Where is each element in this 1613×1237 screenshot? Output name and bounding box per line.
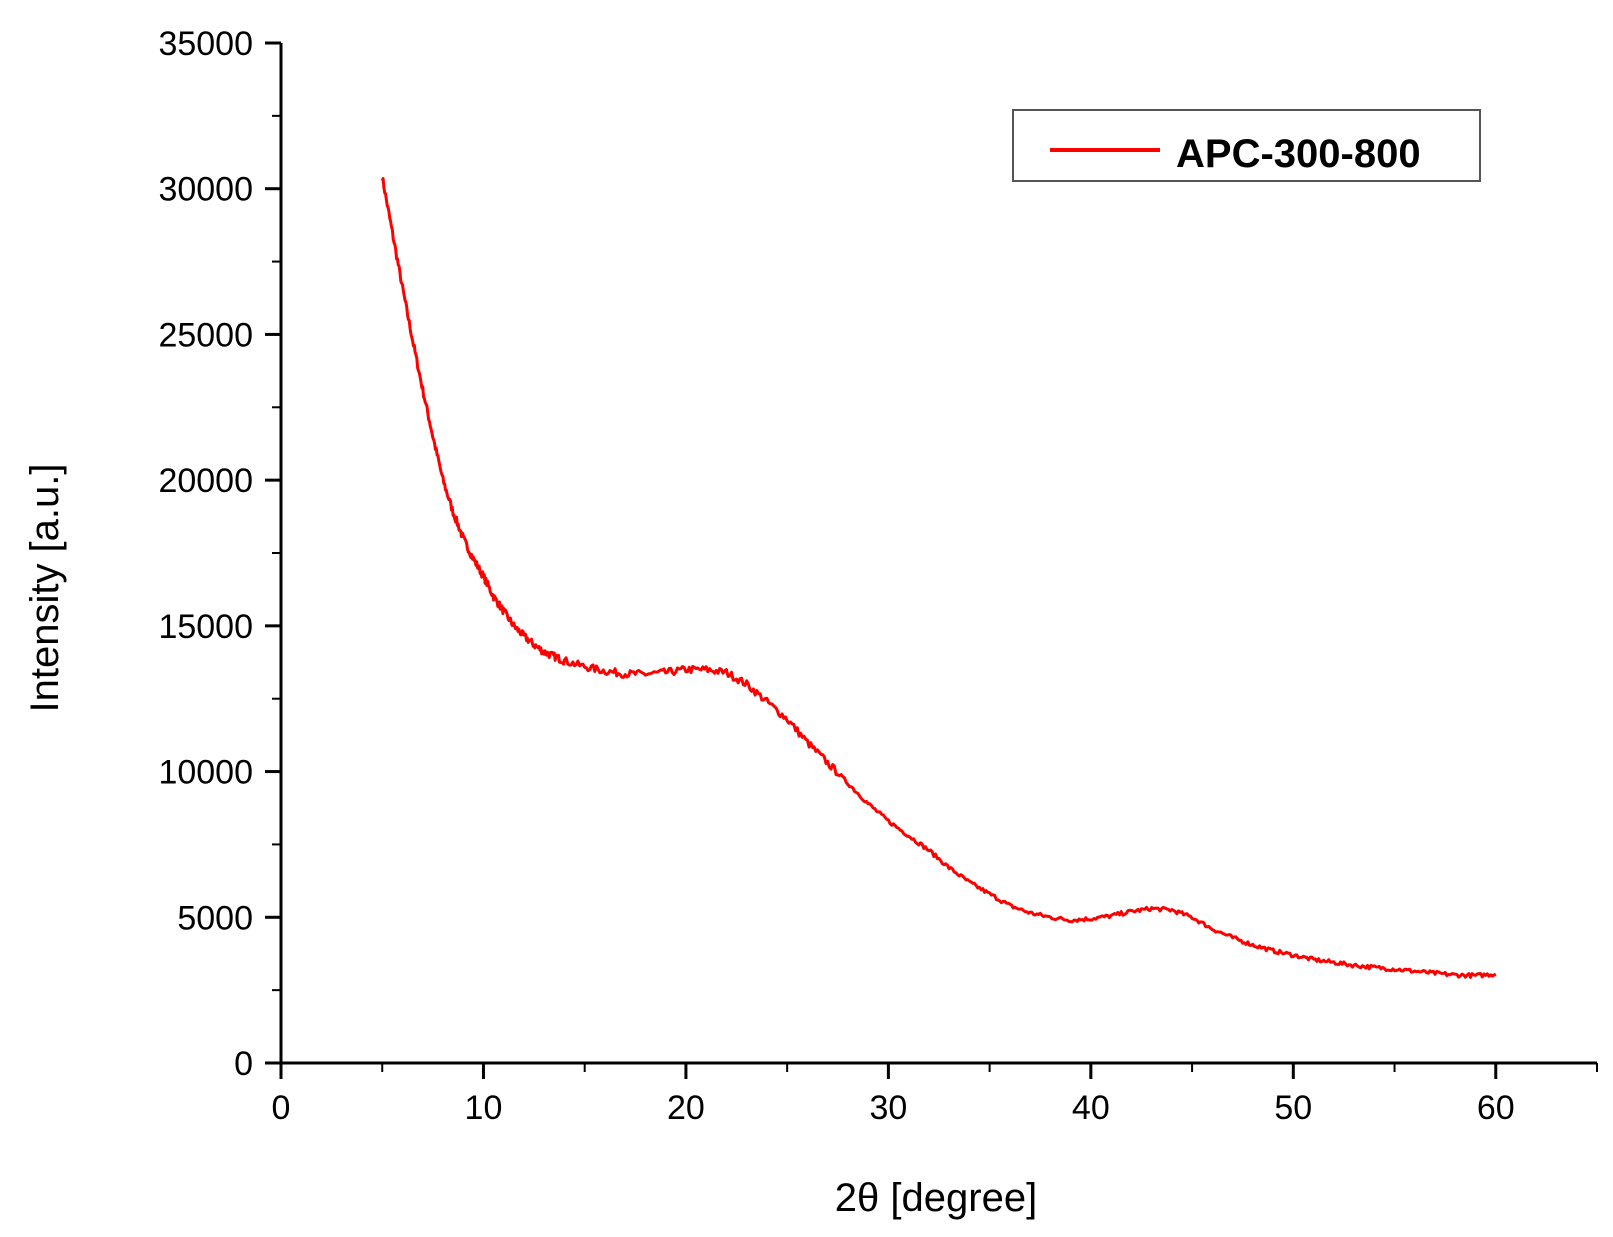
y-tick-label: 20000: [158, 462, 253, 500]
y-tick-label: 35000: [158, 25, 253, 63]
y-axis-ticks: 0 5000 10000 15000 20000 25000 30000 35000: [158, 25, 281, 1083]
x-tick-label: 10: [465, 1089, 503, 1127]
x-tick-label: 60: [1477, 1089, 1515, 1127]
y-axis-title: Intensity [a.u.]: [23, 463, 67, 712]
x-axis-ticks: 0 10 20 30 40 50 60: [272, 1063, 1598, 1127]
y-tick-label: 5000: [177, 899, 253, 937]
legend-box: [1012, 109, 1481, 182]
legend-label: APC-300-800: [1176, 132, 1421, 176]
y-tick-label: 25000: [158, 316, 253, 354]
legend: APC-300-800: [1012, 109, 1481, 182]
y-tick-label: 15000: [158, 608, 253, 646]
x-tick-label: 30: [869, 1089, 907, 1127]
y-tick-label: 0: [234, 1045, 253, 1083]
x-tick-label: 20: [667, 1089, 705, 1127]
x-tick-label: 40: [1072, 1089, 1110, 1127]
y-tick-label: 30000: [158, 171, 253, 209]
x-tick-label: 0: [272, 1089, 291, 1127]
x-tick-label: 50: [1274, 1089, 1312, 1127]
y-tick-label: 10000: [158, 754, 253, 792]
series-line-apc-300-800: [380, 177, 1497, 979]
x-axis-title: 2θ [degree]: [835, 1176, 1037, 1220]
